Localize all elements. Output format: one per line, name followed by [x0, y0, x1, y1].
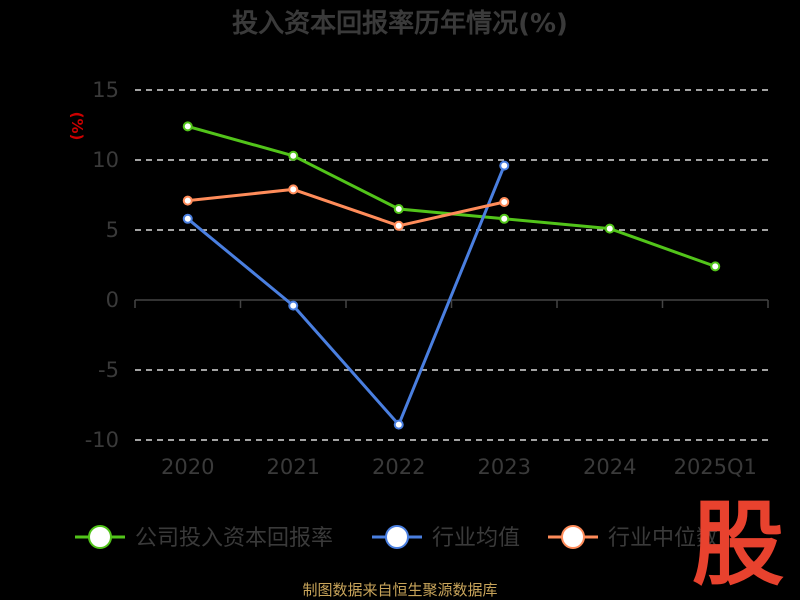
- data-point: [288, 150, 299, 161]
- data-point: [182, 213, 193, 224]
- data-point: [288, 300, 299, 311]
- legend: 公司投入资本回报率 行业均值 行业中位数: [75, 525, 718, 551]
- legend-marker: [88, 525, 112, 549]
- data-point: [393, 419, 404, 430]
- y-tick-label: 10: [92, 148, 119, 172]
- x-tick-label: 2021: [267, 455, 320, 479]
- legend-label: 公司投入资本回报率: [135, 526, 333, 551]
- x-tick-label: 2020: [161, 455, 214, 479]
- brand-logo: 股: [692, 491, 784, 598]
- series-lines: [182, 121, 721, 430]
- data-point: [393, 204, 404, 214]
- legend-label: 行业中位数: [608, 526, 718, 551]
- legend-marker: [385, 525, 409, 549]
- y-tick-label: 0: [106, 288, 119, 312]
- legend-label: 行业均值: [432, 526, 520, 551]
- data-point: [499, 213, 510, 224]
- data-point: [499, 160, 510, 171]
- data-source-note: 制图数据来自恒生聚源数据库: [302, 581, 497, 599]
- data-point: [393, 220, 404, 231]
- data-point: [710, 261, 721, 272]
- x-tick-label: 2025Q1: [674, 455, 757, 479]
- axes: 15 10 5 0 -5 -10 2020 2021 2022 2023 2024 2025Q1: [85, 78, 769, 479]
- y-tick-label: 5: [106, 218, 119, 242]
- y-tick-label: 15: [92, 78, 119, 102]
- x-tick-label: 2023: [478, 455, 531, 479]
- y-tick-label: -10: [85, 428, 119, 452]
- series-line: [186, 165, 506, 427]
- data-point: [604, 223, 615, 234]
- series-line: [187, 124, 716, 268]
- gridlines: [135, 89, 768, 441]
- x-tick-label: 2024: [583, 455, 636, 479]
- data-point: [499, 197, 510, 207]
- data-point: [182, 121, 193, 132]
- data-point: [288, 184, 299, 195]
- y-tick-label: -5: [98, 358, 119, 382]
- legend-marker: [561, 525, 585, 549]
- x-tick-label: 2022: [372, 455, 425, 479]
- chart-title: 投入资本回报率历年情况(%): [232, 8, 568, 39]
- data-point: [182, 195, 193, 206]
- y-axis-unit-label: (%): [68, 112, 86, 141]
- series-line: [187, 187, 505, 228]
